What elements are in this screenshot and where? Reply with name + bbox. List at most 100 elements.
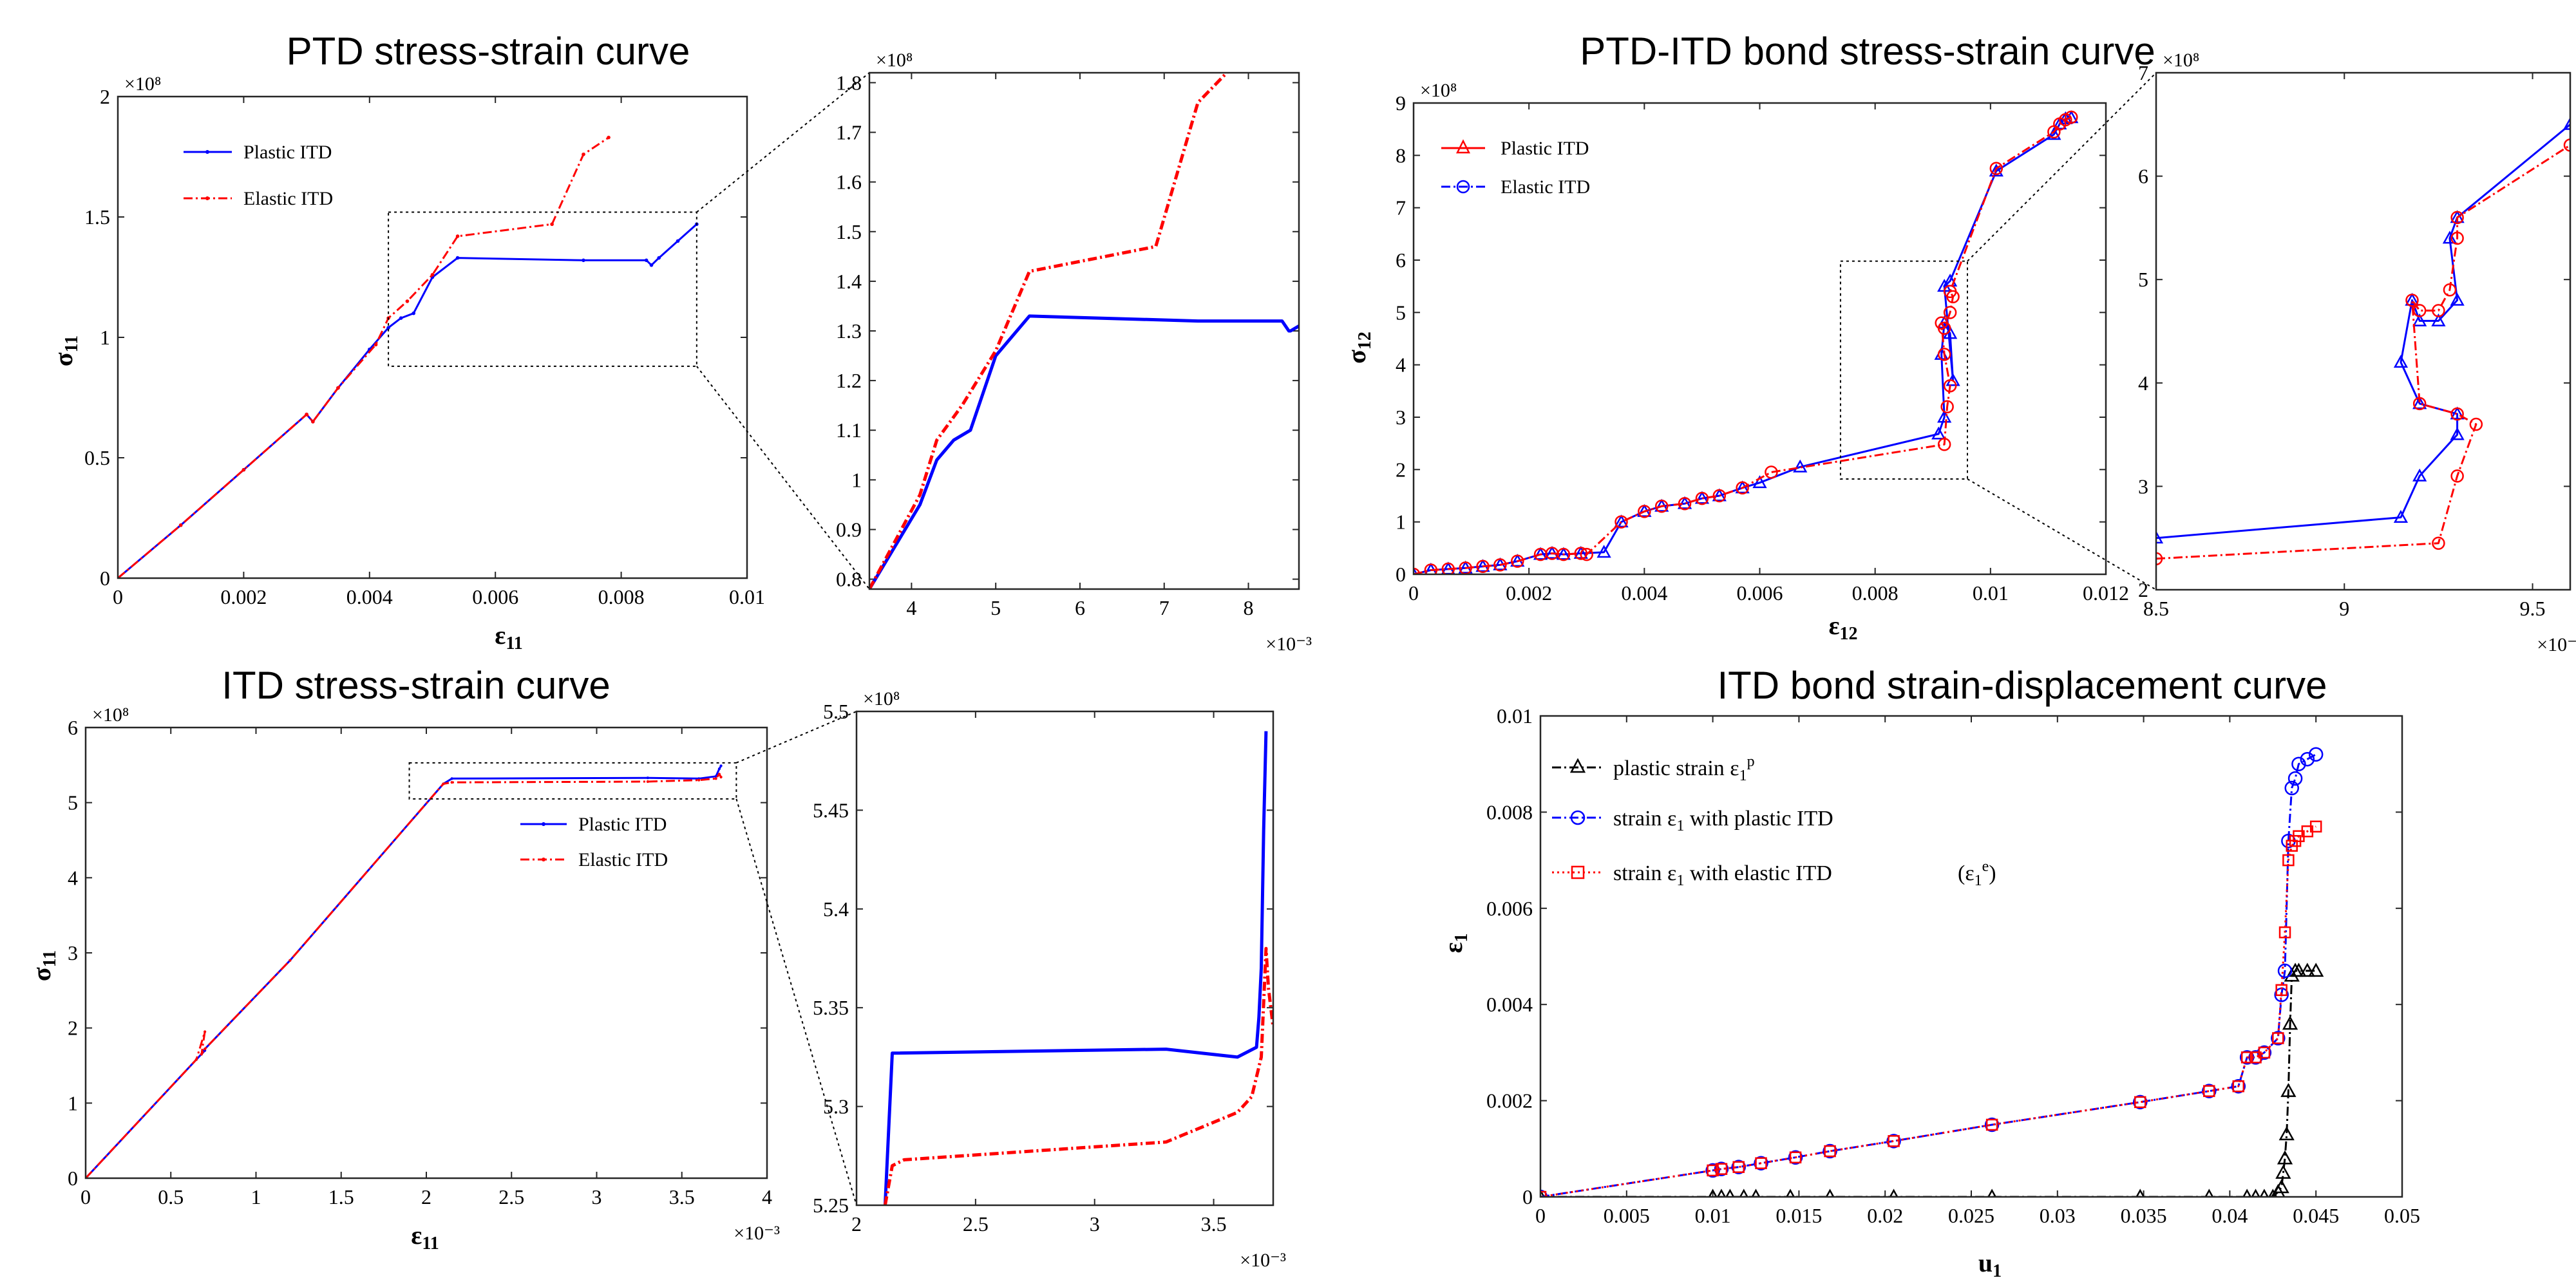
x-tick-label: 0.02 bbox=[1867, 1204, 1903, 1227]
x-tick-label: 0.035 bbox=[2121, 1204, 2167, 1227]
data-point-strain-1-with-elastic-itd bbox=[2203, 1085, 2215, 1097]
data-point-strain-1-with-plastic-itd bbox=[2277, 963, 2293, 979]
data-point-strain-1-with-plastic-itd bbox=[2308, 747, 2324, 762]
y-tick-label: 0.5 bbox=[84, 446, 110, 469]
x-tick-label: 0.012 bbox=[2083, 581, 2129, 605]
chart-itd: 0 0.5 1 1.5 2 2.5 3 3.5 4 0 1 2 3 4 5 6 ×10⁸ ×10⁻³ bbox=[68, 704, 857, 1244]
series-line-plastic-itd bbox=[883, 731, 1268, 1205]
y-tick-label: 0.01 bbox=[1497, 704, 1533, 728]
y-tick-label: 4 bbox=[1396, 353, 1406, 377]
x-tick-label: 0.005 bbox=[1604, 1204, 1650, 1227]
data-point-strain-1-with-elastic-itd bbox=[2272, 1032, 2284, 1044]
zoom-connector-top bbox=[696, 72, 870, 213]
data-point-plastic-itd bbox=[1556, 547, 1571, 560]
data-point-elastic-itd bbox=[1678, 496, 1692, 511]
data-point-strain-1-with-elastic-itd bbox=[2278, 926, 2291, 939]
data-point-plastic-itd bbox=[649, 263, 654, 267]
data-point-plastic-itd bbox=[399, 316, 403, 320]
data-point-plastic-itd bbox=[2450, 292, 2465, 306]
data-point-elastic-itd bbox=[2563, 138, 2570, 152]
data-point-plastic-itd bbox=[644, 258, 649, 263]
legend-displacement: plastic strain ε1p strain ε1 with plasti… bbox=[1552, 753, 1996, 889]
y-tick-label: 0.9 bbox=[836, 518, 862, 541]
data-point-elastic-itd bbox=[1511, 554, 1524, 568]
chart-bond-zoom: 8.5 9 9.5 2 3 4 5 6 7 ×10⁸ ×10⁻³ bbox=[2138, 50, 2576, 655]
x-tick-label: 0.004 bbox=[1621, 581, 1667, 605]
y-tick-label: 5.3 bbox=[823, 1095, 849, 1118]
x-tick-label: 3 bbox=[592, 1185, 602, 1208]
data-point-strain-1-with-elastic-itd bbox=[2309, 820, 2322, 833]
y-tick-label: 8 bbox=[1396, 144, 1406, 167]
data-point-elastic-itd bbox=[305, 412, 308, 417]
legend-strain-elastic: strain ε1 with elastic ITD bbox=[1613, 861, 1832, 889]
y-exponent-label: ×10⁸ bbox=[876, 50, 913, 71]
zoom-connector-top bbox=[735, 711, 857, 764]
data-point-elastic-itd bbox=[1574, 547, 1588, 560]
data-point-strain-1-with-elastic-itd bbox=[1985, 1118, 1998, 1131]
x-tick-label: 3.5 bbox=[1201, 1212, 1227, 1235]
series-line-elastic-itd bbox=[118, 136, 609, 578]
x-tick-label: 0.002 bbox=[220, 585, 267, 608]
x-tick-label: 2 bbox=[421, 1185, 431, 1208]
data-point-elastic-itd bbox=[2432, 536, 2445, 550]
data-point-plastic-itd bbox=[1573, 545, 1588, 559]
data-point-strain-1-with-plastic-itd bbox=[2300, 751, 2315, 767]
data-point-plastic-itd bbox=[2442, 230, 2458, 244]
data-point-elastic-itd bbox=[2412, 304, 2427, 317]
y-tick-label: 6 bbox=[1396, 249, 1406, 272]
data-point-elastic-itd bbox=[194, 1058, 198, 1061]
data-point-elastic-itd bbox=[2450, 211, 2464, 225]
legend-itd-elastic: Elastic ITD bbox=[578, 849, 668, 870]
data-point-elastic-itd bbox=[1493, 558, 1507, 572]
data-point-plastic-itd bbox=[2450, 427, 2465, 440]
data-point-elastic-itd bbox=[405, 299, 410, 303]
data-point-elastic-itd bbox=[204, 1047, 207, 1051]
y-tick-label: 1.4 bbox=[836, 270, 862, 293]
data-point-plastic-itd bbox=[1937, 409, 1952, 423]
plot-frame bbox=[1412, 102, 2107, 576]
data-point-plastic-itd bbox=[1793, 459, 1808, 473]
x-tick-label: 0 bbox=[1535, 1204, 1546, 1227]
x-tick-label: 0.008 bbox=[1852, 581, 1899, 605]
data-point-strain-1-with-plastic-itd bbox=[1705, 1163, 1720, 1178]
x-exponent-label: ×10⁻³ bbox=[2537, 634, 2576, 655]
data-point-strain-1-with-plastic-itd bbox=[1731, 1160, 1746, 1174]
data-point-elastic-itd bbox=[717, 773, 721, 776]
y-exponent-label: ×10⁸ bbox=[92, 704, 129, 726]
y-tick-label: 1.8 bbox=[836, 71, 862, 94]
data-point-elastic-itd bbox=[289, 959, 292, 962]
data-point-strain-1-with-elastic-itd bbox=[1888, 1135, 1900, 1147]
x-tick-label: 0.002 bbox=[1506, 581, 1552, 605]
data-point-strain-1-with-plastic-itd bbox=[2271, 1031, 2286, 1046]
y-tick-label: 0.008 bbox=[1486, 800, 1533, 823]
data-point-strain-1-with-elastic-itd bbox=[2232, 1080, 2245, 1093]
y-tick-label: 9 bbox=[1396, 91, 1406, 115]
x-exponent-label: ×10⁻³ bbox=[1240, 1250, 1286, 1271]
xlabel-bond: ε12 bbox=[1828, 611, 1857, 644]
data-point-elastic-itd bbox=[2432, 304, 2445, 317]
data-point-elastic-itd bbox=[1441, 562, 1455, 574]
y-tick-label: 2 bbox=[100, 85, 110, 108]
x-tick-label: 8.5 bbox=[2143, 597, 2169, 620]
data-point-plastic-itd bbox=[2393, 510, 2409, 523]
y-exponent-label: ×10⁸ bbox=[2163, 50, 2199, 71]
data-point-plastic-itd bbox=[1989, 164, 2003, 177]
data-point-plastic-itd bbox=[646, 776, 649, 780]
y-tick-label: 0 bbox=[1396, 563, 1406, 586]
y-tick-label: 0.8 bbox=[836, 568, 862, 591]
y-tick-label: 0 bbox=[68, 1167, 78, 1190]
data-point-elastic-itd bbox=[2469, 417, 2483, 431]
data-point-elastic-itd bbox=[550, 222, 554, 227]
data-point-plastic-itd bbox=[2450, 210, 2465, 223]
x-tick-label: 2 bbox=[851, 1212, 862, 1235]
x-tick-label: 2.5 bbox=[963, 1212, 989, 1235]
data-point-plastic-itd bbox=[450, 777, 453, 780]
y-tick-label: 1 bbox=[68, 1091, 78, 1114]
y-tick-label: 1 bbox=[100, 326, 110, 349]
x-tick-label: 0.5 bbox=[158, 1185, 184, 1208]
data-point-elastic-itd bbox=[430, 272, 435, 277]
data-point-plastic-itd bbox=[455, 256, 460, 260]
data-point-plastic-itd bbox=[2047, 127, 2061, 140]
data-point-strain-1-with-elastic-itd bbox=[1789, 1151, 1802, 1163]
